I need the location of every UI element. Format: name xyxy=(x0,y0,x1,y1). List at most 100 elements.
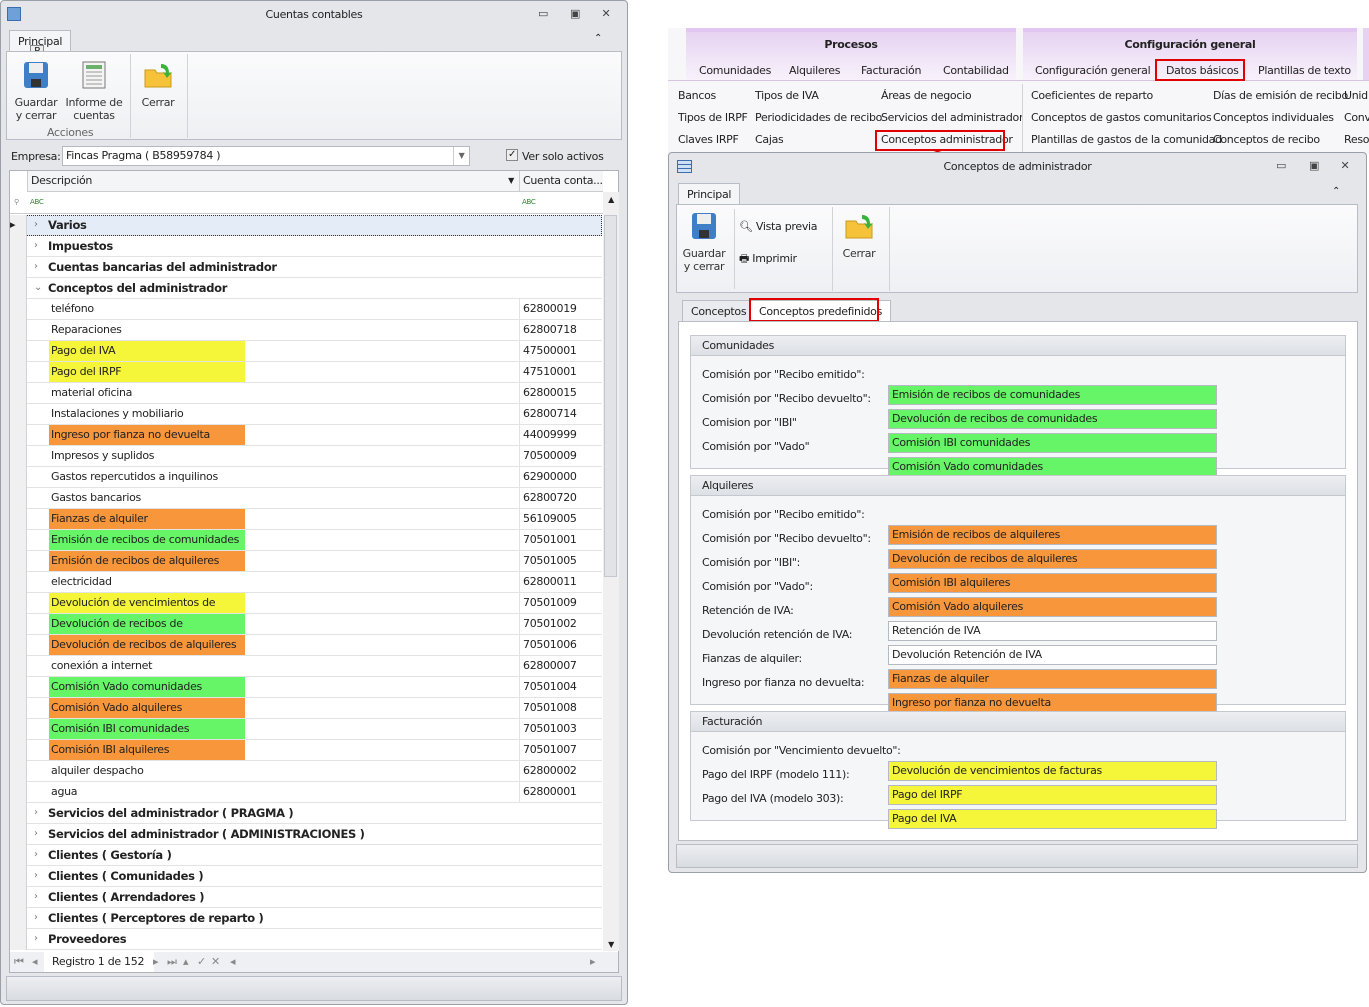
ribbon-item[interactable]: Áreas de negocio xyxy=(881,89,972,102)
concept-field[interactable]: Comisión IBI comunidades xyxy=(888,433,1217,453)
ver-solo-activos-checkbox[interactable]: ✓ xyxy=(506,149,518,161)
scroll-left-icon[interactable]: ◂ xyxy=(230,955,236,968)
ribbon-item[interactable]: Conceptos de gastos comunitarios xyxy=(1031,111,1212,124)
print-button[interactable]: 🖶 Imprimir xyxy=(739,250,797,269)
vertical-scrollbar[interactable]: ▲ ▼ xyxy=(603,192,619,951)
tab-conceptos-predefinidos[interactable]: Conceptos predefinidos xyxy=(750,300,892,322)
chevron-down-icon[interactable]: ⌄ xyxy=(34,282,43,293)
close-icon[interactable]: ✕ xyxy=(1340,159,1350,172)
concept-field[interactable]: Devolución de vencimientos de facturas xyxy=(888,761,1217,781)
group-row[interactable]: › Impuestos xyxy=(10,236,602,257)
group-row[interactable]: › Cuentas bancarias del administrador xyxy=(10,257,602,278)
concept-field[interactable]: Retención de IVA xyxy=(888,621,1217,641)
tab-principal[interactable]: Principal xyxy=(9,30,72,52)
preview-button[interactable]: 🔍︎ Vista previa xyxy=(739,220,818,233)
empresa-select[interactable]: Fincas Pragma ( B58959784 ) ▼ xyxy=(62,146,470,166)
chevron-right-icon[interactable]: › xyxy=(34,807,38,818)
chevron-right-icon[interactable]: › xyxy=(34,912,38,923)
ribbon-item[interactable]: Conceptos administrador xyxy=(881,133,1013,146)
ribbon-item[interactable]: Claves IRPF xyxy=(678,133,739,146)
table-row[interactable]: Emisión de recibos de alquileres 70501005 xyxy=(10,551,602,572)
concept-field[interactable]: Emisión de recibos de alquileres xyxy=(888,525,1217,545)
group-row[interactable]: › Proveedores xyxy=(10,929,602,950)
chevron-right-icon[interactable]: › xyxy=(34,219,38,230)
first-record-icon[interactable]: ⏮ xyxy=(14,955,24,968)
concept-field[interactable]: Devolución Retención de IVA xyxy=(888,645,1217,665)
ribbon-item[interactable]: Unid xyxy=(1344,89,1368,102)
table-row[interactable]: electricidad 62800011 xyxy=(10,572,602,593)
chevron-right-icon[interactable]: › xyxy=(34,933,38,944)
chevron-right-icon[interactable]: › xyxy=(34,240,38,251)
table-row[interactable]: Fianzas de alquiler 56109005 xyxy=(10,509,602,530)
group-row[interactable]: › Clientes ( Comunidades ) xyxy=(10,866,602,887)
chevron-right-icon[interactable]: › xyxy=(34,828,38,839)
close-icon[interactable]: ✕ xyxy=(601,7,611,20)
table-row[interactable]: alquiler despacho 62800002 xyxy=(10,761,602,782)
abc-filter-icon[interactable]: ABC xyxy=(30,198,44,206)
abc-filter-icon[interactable]: ABC xyxy=(522,198,536,206)
concept-field[interactable]: Ingreso por fianza no devuelta xyxy=(888,693,1217,713)
table-row[interactable]: Reparaciones 62800718 xyxy=(10,320,602,341)
ribbon-item[interactable]: Servicios del administrador xyxy=(881,111,1024,124)
tab-configuracion-general[interactable]: Configuración general xyxy=(1035,64,1151,77)
concept-field[interactable]: Comisión Vado comunidades xyxy=(888,457,1217,477)
save-and-close-button[interactable]: Guardar y cerrar xyxy=(679,211,729,273)
tab-comunidades[interactable]: Comunidades xyxy=(699,64,772,77)
group-row[interactable]: › Clientes ( Perceptores de reparto ) xyxy=(10,908,602,929)
table-row[interactable]: Ingreso por fianza no devuelta 44009999 xyxy=(10,425,602,446)
tab-plantillas-de-texto[interactable]: Plantillas de texto xyxy=(1258,64,1351,77)
concept-field[interactable]: Comisión IBI alquileres xyxy=(888,573,1217,593)
ribbon-item[interactable]: Coeficientes de reparto xyxy=(1031,89,1153,102)
chevron-right-icon[interactable]: › xyxy=(34,870,38,881)
ribbon-item[interactable]: Periodicidades de recibo xyxy=(755,111,883,124)
scroll-up-icon[interactable]: ▲ xyxy=(608,195,614,204)
dropdown-arrow-icon[interactable]: ▼ xyxy=(453,147,469,165)
group-row[interactable]: › Clientes ( Arrendadores ) xyxy=(10,887,602,908)
ribbon-item[interactable]: Días de emisión de recibo xyxy=(1213,89,1348,102)
table-row[interactable]: Devolución de recibos de alquileres 70501… xyxy=(10,635,602,656)
tab-contabilidad[interactable]: Contabilidad xyxy=(943,64,1009,77)
collapse-ribbon-icon[interactable]: ⌃ xyxy=(1332,186,1341,197)
table-row[interactable]: agua 62800001 xyxy=(10,782,602,803)
table-row[interactable]: Comisión Vado comunidades 70501004 xyxy=(10,677,602,698)
concept-field[interactable]: Comisión Vado alquileres xyxy=(888,597,1217,617)
tab-datos-basicos[interactable]: Datos básicos xyxy=(1166,64,1239,77)
group-row[interactable]: ⌄ Conceptos del administrador xyxy=(10,278,602,299)
group-row[interactable]: › Servicios del administrador ( ADMINISTR… xyxy=(10,824,602,845)
move-up-icon[interactable]: ▴ xyxy=(183,955,189,968)
table-row[interactable]: Pago del IRPF 47510001 xyxy=(10,362,602,383)
chevron-right-icon[interactable]: › xyxy=(34,849,38,860)
last-record-icon[interactable]: ⏭ xyxy=(167,955,177,968)
table-row[interactable]: Instalaciones y mobiliario 62800714 xyxy=(10,404,602,425)
minimize-icon[interactable]: ▭ xyxy=(1275,159,1287,172)
concept-field[interactable]: Devolución de recibos de alquileres xyxy=(888,549,1217,569)
group-row[interactable]: › Clientes ( Gestoría ) xyxy=(10,845,602,866)
table-row[interactable]: Impresos y suplidos 70500009 xyxy=(10,446,602,467)
ribbon-item[interactable]: Tipos de IRPF xyxy=(678,111,748,124)
prev-record-icon[interactable]: ◂ xyxy=(32,955,38,968)
tab-alquileres[interactable]: Alquileres xyxy=(789,64,841,77)
tab-facturacion[interactable]: Facturación xyxy=(861,64,922,77)
chevron-right-icon[interactable]: › xyxy=(34,261,38,272)
close-button[interactable]: Cerrar xyxy=(837,211,881,260)
table-row[interactable]: Pago del IVA 47500001 xyxy=(10,341,602,362)
table-row[interactable]: Comisión IBI alquileres 70501007 xyxy=(10,740,602,761)
column-header-cuenta[interactable]: Cuenta conta... xyxy=(519,171,603,192)
concept-field[interactable]: Pago del IRPF xyxy=(888,785,1217,805)
ribbon-item[interactable]: Reso xyxy=(1344,133,1369,146)
close-button[interactable]: Cerrar xyxy=(137,60,179,109)
report-button[interactable]: Informe de cuentas xyxy=(63,60,125,122)
filter-row[interactable]: ⚲ ABC ABC xyxy=(10,192,603,214)
save-and-close-button[interactable]: Guardar y cerrar xyxy=(13,60,59,122)
concept-field[interactable]: Pago del IVA xyxy=(888,809,1217,829)
ribbon-item[interactable]: Conv xyxy=(1344,111,1369,124)
accept-icon[interactable]: ✓ xyxy=(197,955,206,968)
table-row[interactable]: teléfono 62800019 xyxy=(10,299,602,320)
table-row[interactable]: Comisión IBI comunidades 70501003 xyxy=(10,719,602,740)
chevron-right-icon[interactable]: › xyxy=(34,891,38,902)
table-row[interactable]: material oficina 62800015 xyxy=(10,383,602,404)
group-row[interactable]: ▸ › Varios xyxy=(10,215,602,236)
concept-field[interactable]: Emisión de recibos de comunidades xyxy=(888,385,1217,405)
ribbon-item[interactable]: Conceptos individuales xyxy=(1213,111,1334,124)
table-row[interactable]: Gastos repercutidos a inquilinos 62900000 xyxy=(10,467,602,488)
